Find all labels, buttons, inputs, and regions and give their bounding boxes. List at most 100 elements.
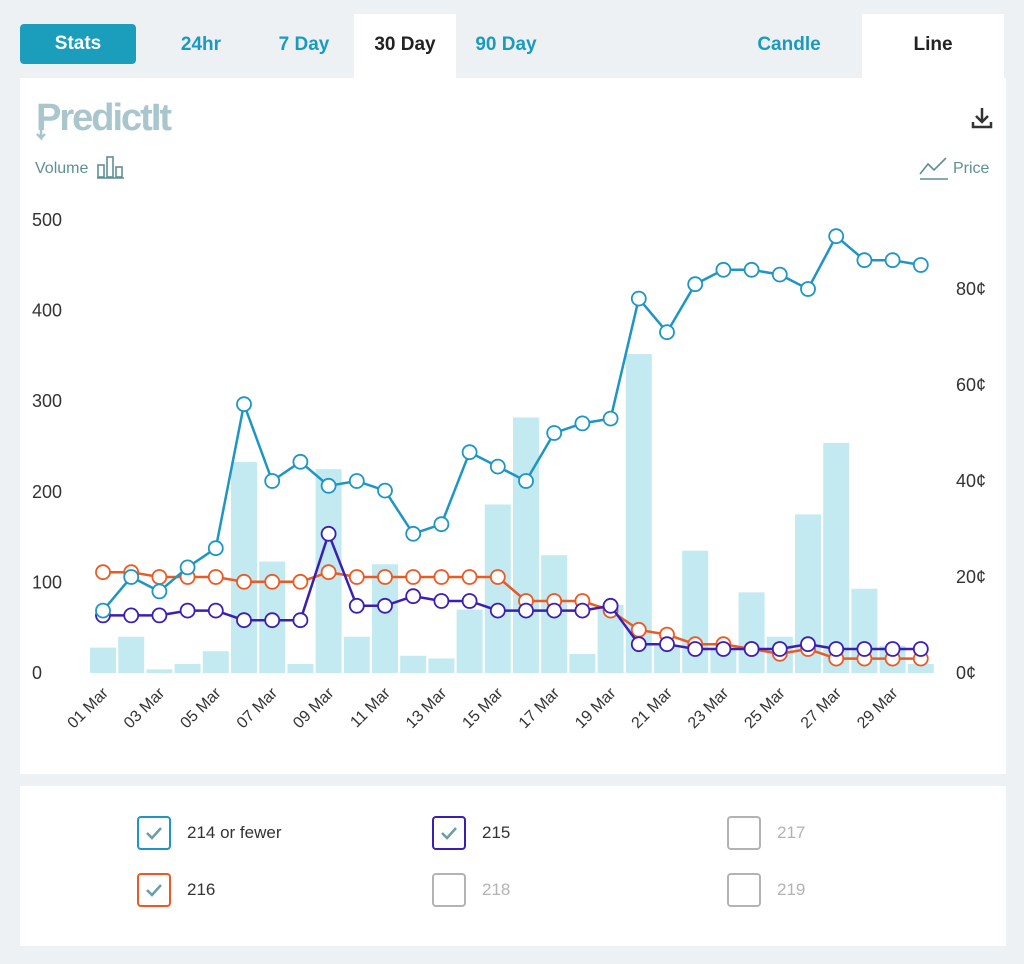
series-point: [236, 612, 252, 629]
legend-item[interactable]: 215: [432, 816, 510, 850]
series-point: [574, 602, 591, 619]
y-left-tick-label: 500: [32, 210, 62, 230]
series-point: [405, 588, 422, 605]
legend-checkbox[interactable]: [137, 873, 171, 907]
y-right-tick-label: 60¢: [956, 375, 986, 395]
legend-item[interactable]: 214 or fewer: [137, 816, 282, 850]
series-point: [828, 641, 845, 657]
series-point: [377, 482, 393, 499]
legend-label: 215: [482, 823, 511, 842]
svg-text:PredictIt: PredictIt: [36, 97, 172, 139]
series-point: [348, 597, 365, 614]
legend-panel: 214 or fewer 215 217 216 218 219: [20, 786, 1006, 946]
chart-panel: PredictIt Volume Price 0 100 200 300 400 500 0…: [20, 78, 1006, 774]
tab-candle[interactable]: Candle: [757, 34, 821, 55]
tab-90day[interactable]: 90 Day: [475, 34, 537, 55]
line-chart-icon: [919, 157, 948, 180]
volume-bar: [118, 636, 145, 673]
series-point: [828, 228, 845, 245]
y-right-tick-label: 20¢: [956, 567, 986, 587]
legend-checkbox[interactable]: [727, 816, 761, 850]
x-tick-label: 09 Mar: [290, 684, 338, 732]
x-tick-label: 17 Mar: [516, 684, 564, 732]
series-point: [856, 641, 873, 657]
volume-bar: [625, 354, 652, 673]
series-point: [348, 473, 365, 489]
series-point: [151, 569, 168, 585]
series-point: [151, 583, 168, 600]
volume-bar: [428, 658, 455, 673]
y-right-tick-label: 80¢: [956, 279, 986, 299]
check-icon: [441, 827, 457, 840]
series-point: [264, 612, 281, 629]
legend-checkbox[interactable]: [137, 816, 171, 850]
legend-label: 214 or fewer: [187, 823, 282, 842]
legend-checkbox[interactable]: [432, 873, 466, 907]
legend-checkbox[interactable]: [727, 873, 761, 907]
series-point: [461, 593, 478, 609]
volume-bar: [146, 669, 173, 673]
series-point: [856, 252, 873, 269]
series-point: [320, 564, 337, 581]
x-tick-label: 03 Mar: [121, 684, 169, 732]
series-point: [377, 569, 393, 585]
download-icon[interactable]: [971, 108, 993, 129]
series-point: [800, 281, 816, 297]
series-point: [574, 415, 591, 432]
series-point: [800, 636, 816, 653]
y-left-tick-label: 100: [32, 572, 62, 592]
stats-button[interactable]: Stats: [20, 24, 136, 64]
x-tick-label: 29 Mar: [854, 684, 902, 732]
series-point: [461, 569, 478, 585]
series-point: [630, 290, 647, 307]
volume-bar: [456, 609, 483, 673]
volume-bar: [287, 663, 314, 673]
series-point: [207, 569, 224, 585]
series-point: [405, 569, 422, 585]
series-point: [715, 261, 732, 278]
series-point: [489, 569, 506, 585]
legend-item[interactable]: 217: [727, 816, 805, 850]
series-point: [123, 607, 140, 624]
x-tick-label: 25 Mar: [741, 684, 789, 732]
chart-svg: PredictIt Volume Price 01002003004005000…: [32, 97, 993, 732]
volume-bar: [569, 653, 596, 673]
series-point: [630, 636, 647, 653]
series-point: [405, 525, 422, 542]
volume-label: Volume: [35, 160, 88, 177]
series-point: [207, 540, 224, 557]
legend-item[interactable]: 219: [727, 873, 805, 907]
series-point: [236, 396, 252, 413]
series-point: [292, 573, 309, 590]
series-point: [348, 569, 365, 585]
series-point: [715, 641, 732, 657]
tab-30day[interactable]: 30 Day: [354, 14, 456, 78]
volume-bar: [231, 461, 257, 673]
series-point: [95, 602, 111, 619]
volume-bar: [738, 592, 765, 673]
volume-bar: [484, 504, 511, 673]
series-point: [489, 602, 506, 619]
legend-item[interactable]: 216: [137, 873, 215, 907]
tab-24hr[interactable]: 24hr: [180, 34, 222, 55]
series-point: [292, 612, 309, 629]
tab-7day[interactable]: 7 Day: [278, 34, 330, 55]
series-point: [320, 525, 337, 542]
legend-checkbox[interactable]: [432, 816, 466, 850]
series-point: [377, 597, 393, 614]
legend-item[interactable]: 218: [432, 873, 510, 907]
tab-bar: Stats 24hr 7 Day 30 Day 90 Day Candle Li…: [20, 14, 1004, 78]
series-point: [292, 453, 309, 470]
x-tick-label: 27 Mar: [798, 684, 846, 732]
series-point: [518, 602, 534, 619]
series-point: [95, 564, 111, 581]
series-point: [461, 444, 478, 461]
y-left-tick-label: 200: [32, 482, 62, 502]
tab-line[interactable]: Line: [862, 14, 1004, 78]
series-point: [264, 473, 281, 489]
series-point: [687, 276, 704, 293]
series-point: [912, 641, 929, 657]
series-point: [630, 621, 647, 638]
legend-label: 218: [482, 880, 511, 899]
series-point: [207, 602, 224, 619]
